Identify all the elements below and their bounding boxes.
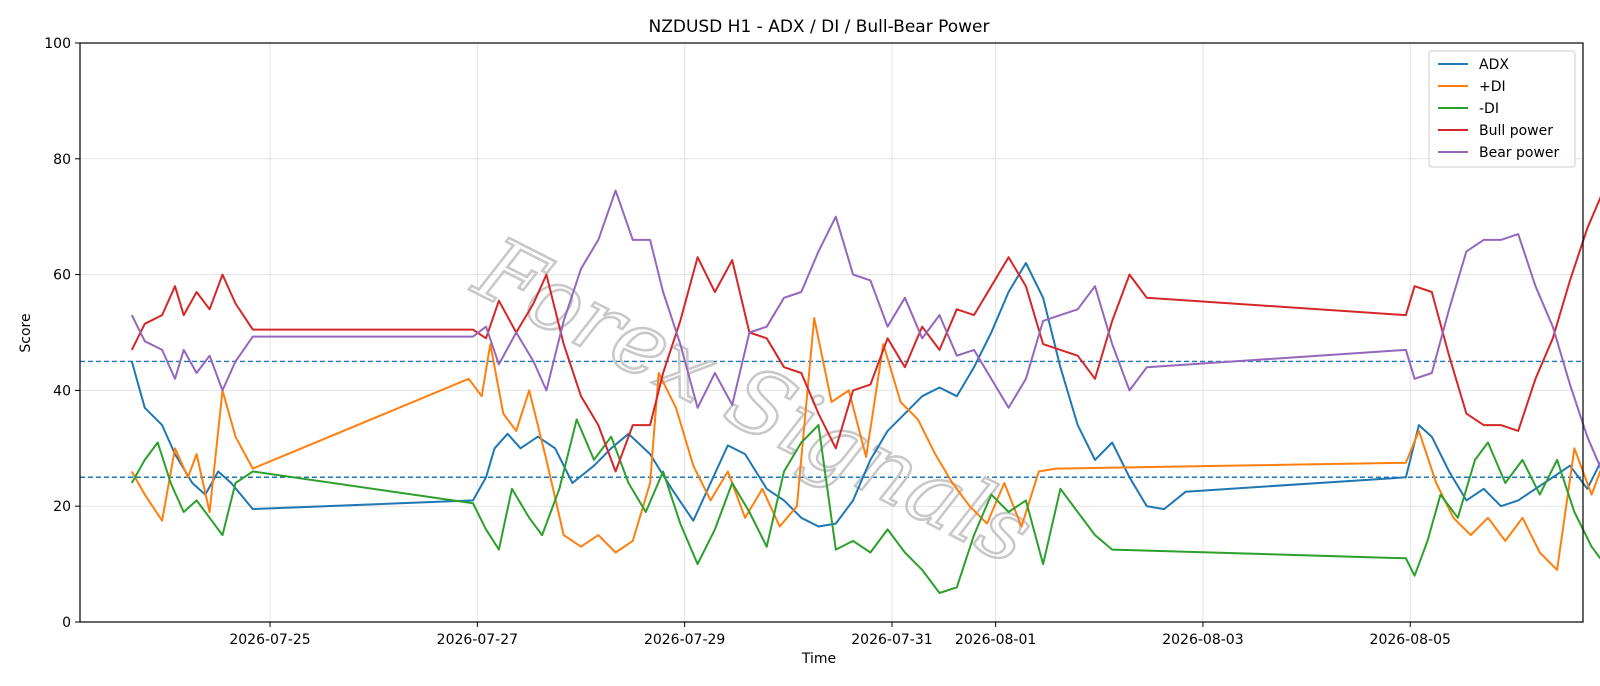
y-tick-label: 80: [53, 152, 71, 168]
y-tick-label: 60: [53, 268, 71, 284]
plot-frame: [79, 42, 1584, 623]
legend-label: ADX: [1479, 57, 1509, 73]
x-tick-label: 2026-07-29: [644, 632, 725, 648]
x-tick-label: 2026-07-25: [229, 632, 310, 648]
series-line-bear-power: [130, 189, 1600, 470]
legend: ADX +DI -DI Bull power Bear power: [1428, 50, 1576, 168]
y-tick-label: 0: [62, 615, 71, 631]
legend-label: -DI: [1479, 101, 1499, 117]
series-line-bull-power: [130, 196, 1600, 473]
legend-label: Bull power: [1479, 123, 1553, 139]
legend-box: [1428, 50, 1576, 168]
y-tick-label: 100: [44, 36, 71, 52]
series-line-di: [130, 317, 1600, 571]
y-axis-title: Score: [18, 313, 34, 352]
x-tick-label: 2026-07-31: [851, 632, 932, 648]
y-tick-label: 40: [53, 383, 71, 399]
series-line-di: [130, 418, 1600, 594]
x-axis-title: Time: [801, 651, 836, 667]
series-lines: [130, 189, 1600, 594]
x-axis: 2026-07-25 2026-07-27 2026-07-29 2026-07-31…: [229, 622, 1451, 648]
legend-label: +DI: [1479, 79, 1506, 95]
y-axis: 0 20 40 60 80 100: [44, 36, 80, 631]
series-line-adx: [130, 262, 1600, 528]
x-tick-label: 2026-08-05: [1370, 632, 1451, 648]
reference-lines: [80, 360, 1583, 478]
chart-title: NZDUSD H1 - ADX / DI / Bull-Bear Power: [648, 17, 989, 37]
x-tick-label: 2026-07-27: [437, 632, 518, 648]
x-tick-label: 2026-08-01: [955, 632, 1036, 648]
y-tick-label: 20: [53, 499, 71, 515]
legend-label: Bear power: [1479, 145, 1560, 161]
x-tick-label: 2026-08-03: [1162, 632, 1243, 648]
